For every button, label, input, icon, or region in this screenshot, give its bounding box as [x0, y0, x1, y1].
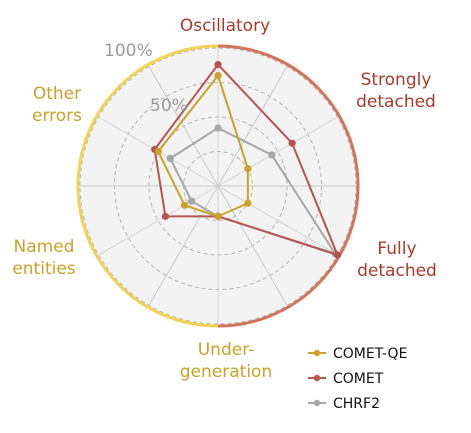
axis-label-line: errors [32, 106, 82, 126]
category-arcs [76, 44, 360, 328]
data-point-chrf2-strongly_detached [268, 151, 276, 159]
tick-label-100: 100% [104, 41, 153, 61]
axis-label-line: detached [357, 261, 437, 281]
legend-swatch-marker [313, 374, 321, 382]
divider-spoke [217, 185, 288, 306]
divider-spoke [148, 185, 219, 306]
legend-swatch-marker [313, 399, 321, 407]
legend-label: COMET [333, 371, 384, 387]
data-point-comet-qe-other_errors [154, 147, 162, 156]
axis-label-line: Other [33, 84, 81, 104]
axis-label-line: entities [12, 259, 75, 279]
legend-item-comet: COMET [308, 371, 384, 387]
axis-label-line: Oscillatory [180, 16, 270, 36]
axis-label-line: Strongly [361, 70, 432, 90]
legend-swatch-marker [313, 349, 321, 357]
tick-labels: 50% 100% [104, 41, 188, 116]
data-point-comet-qe-undergeneration [214, 212, 222, 220]
divider-spoke [217, 66, 288, 187]
data-point-comet-oscillatory [214, 60, 222, 69]
axis-label-named_entities: Named entities [12, 237, 75, 279]
axis-label-other_errors: Other errors [32, 84, 82, 126]
axis-label-line: Named [14, 237, 75, 257]
legend-item-comet-qe: COMET-QE [308, 346, 407, 362]
axis-label-line: generation [180, 362, 272, 382]
legend: COMET-QE COMET CHRF2 [308, 346, 407, 412]
legend-label: COMET-QE [333, 346, 407, 362]
axis-spoke [98, 185, 219, 256]
data-point-comet-qe-oscillatory [214, 72, 222, 80]
data-point-comet-qe-fully_detached [244, 199, 252, 207]
tick-label-50: 50% [150, 96, 188, 116]
data-point-comet-qe-strongly_detached [244, 165, 252, 173]
axis-label-fully_detached: Fully detached [357, 239, 437, 281]
hallucination-arc [217, 44, 360, 328]
data-point-chrf2-oscillatory [214, 124, 222, 132]
data-point-comet-named_entities [161, 212, 170, 220]
axis-spoke [217, 185, 338, 256]
data-point-comet-strongly_detached [288, 139, 296, 147]
error-arc [76, 44, 219, 328]
data-point-chrf2-other_errors [166, 154, 174, 162]
data-point-comet-fully_detached [333, 251, 342, 259]
axis-label-line: detached [356, 92, 436, 112]
axis-label-oscillatory: Oscillatory [180, 16, 270, 36]
divider-spoke [148, 66, 219, 187]
axis-label-line: Fully [377, 239, 416, 259]
legend-label: CHRF2 [333, 396, 380, 412]
axis-label-line: Under- [198, 340, 255, 360]
legend-item-chrf2: CHRF2 [308, 396, 380, 412]
axis-label-strongly_detached: Strongly detached [356, 70, 436, 112]
data-point-comet-qe-named_entities [180, 201, 189, 209]
axis-spoke [217, 116, 338, 187]
series-layer [151, 60, 342, 259]
data-point-chrf2-named_entities [188, 197, 196, 205]
axis-label-undergeneration: Under-generation [180, 340, 272, 382]
